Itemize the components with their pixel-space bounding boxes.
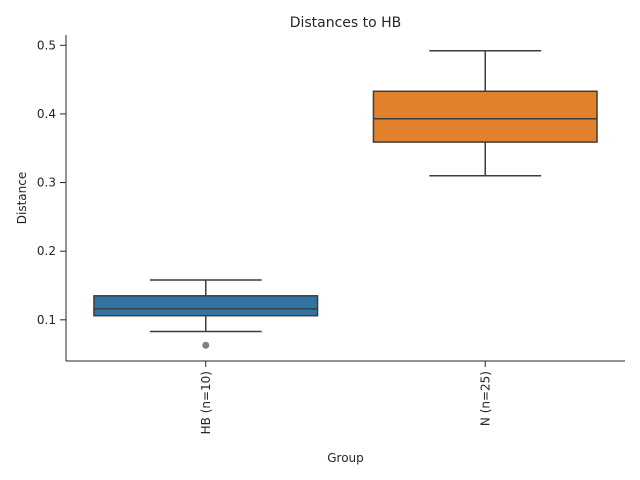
- y-tick-label: 0.3: [37, 176, 56, 190]
- iqr-box: [372, 90, 598, 143]
- y-tick-label: 0.1: [37, 313, 56, 327]
- y-tick-label: 0.4: [37, 107, 56, 121]
- plot-area: [93, 50, 598, 349]
- y-tick-label: 0.2: [37, 244, 56, 258]
- x-tick-label: N (n=25): [478, 371, 492, 426]
- x-tick-label: HB (n=10): [199, 371, 213, 434]
- outlier-point: [202, 341, 210, 349]
- iqr-box: [93, 295, 319, 317]
- y-tick-label: 0.5: [37, 38, 56, 52]
- x-axis-ticks: HB (n=10) N (n=25): [199, 361, 492, 434]
- y-axis-label: Distance: [15, 172, 29, 224]
- y-axis-ticks: 0.1 0.2 0.3 0.4 0.5: [37, 38, 66, 327]
- box-1: [93, 279, 319, 349]
- x-axis-label: Group: [327, 451, 364, 465]
- box-2: [372, 50, 598, 177]
- chart-title: Distances to HB: [290, 15, 402, 31]
